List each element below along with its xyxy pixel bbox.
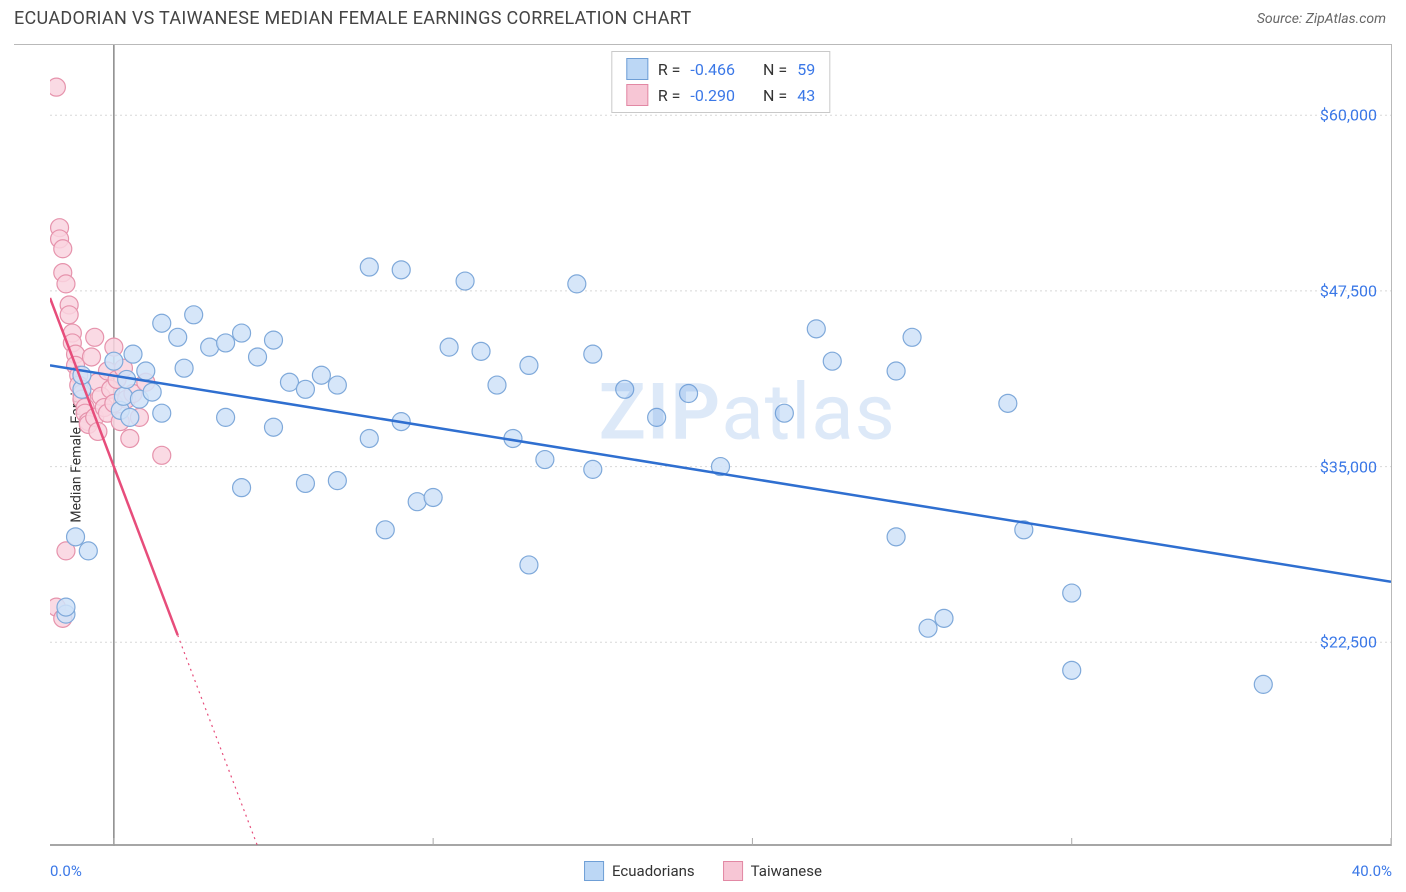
legend-row-taiwanese: R = -0.290 N = 43: [626, 82, 815, 108]
swatch-taiwanese-icon: [626, 84, 648, 106]
swatch-ecuadorians-icon: [584, 861, 604, 881]
y-tick-label: $35,000: [1320, 457, 1377, 476]
chart-header: ECUADORIAN VS TAIWANESE MEDIAN FEMALE EA…: [0, 0, 1406, 35]
correlation-legend: R = -0.466 N = 59 R = -0.290 N = 43: [611, 51, 830, 113]
x-axis-min: 0.0%: [50, 862, 82, 880]
y-tick-label: $47,500: [1320, 281, 1377, 300]
chart-footer: 0.0% Ecuadorians Taiwanese 40.0%: [14, 862, 1392, 880]
chart-area: Median Female Earnings ZIPatlas R = -0.4…: [14, 44, 1392, 846]
x-axis-max: 40.0%: [1352, 862, 1392, 880]
legend-item-taiwanese: Taiwanese: [723, 861, 822, 881]
swatch-taiwanese-icon: [723, 861, 743, 881]
swatch-ecuadorians-icon: [626, 58, 648, 80]
plot-region: ZIPatlas R = -0.466 N = 59 R = -0.290 N …: [50, 45, 1391, 846]
y-tick-label: $60,000: [1320, 106, 1377, 125]
series-legend: Ecuadorians Taiwanese: [584, 861, 822, 881]
y-tick-label: $22,500: [1320, 633, 1377, 652]
legend-row-ecuadorians: R = -0.466 N = 59: [626, 56, 815, 82]
chart-title: ECUADORIAN VS TAIWANESE MEDIAN FEMALE EA…: [14, 8, 691, 29]
scatter-plot-svg: [50, 45, 1391, 846]
legend-item-ecuadorians: Ecuadorians: [584, 861, 695, 881]
chart-source: Source: ZipAtlas.com: [1257, 11, 1386, 27]
